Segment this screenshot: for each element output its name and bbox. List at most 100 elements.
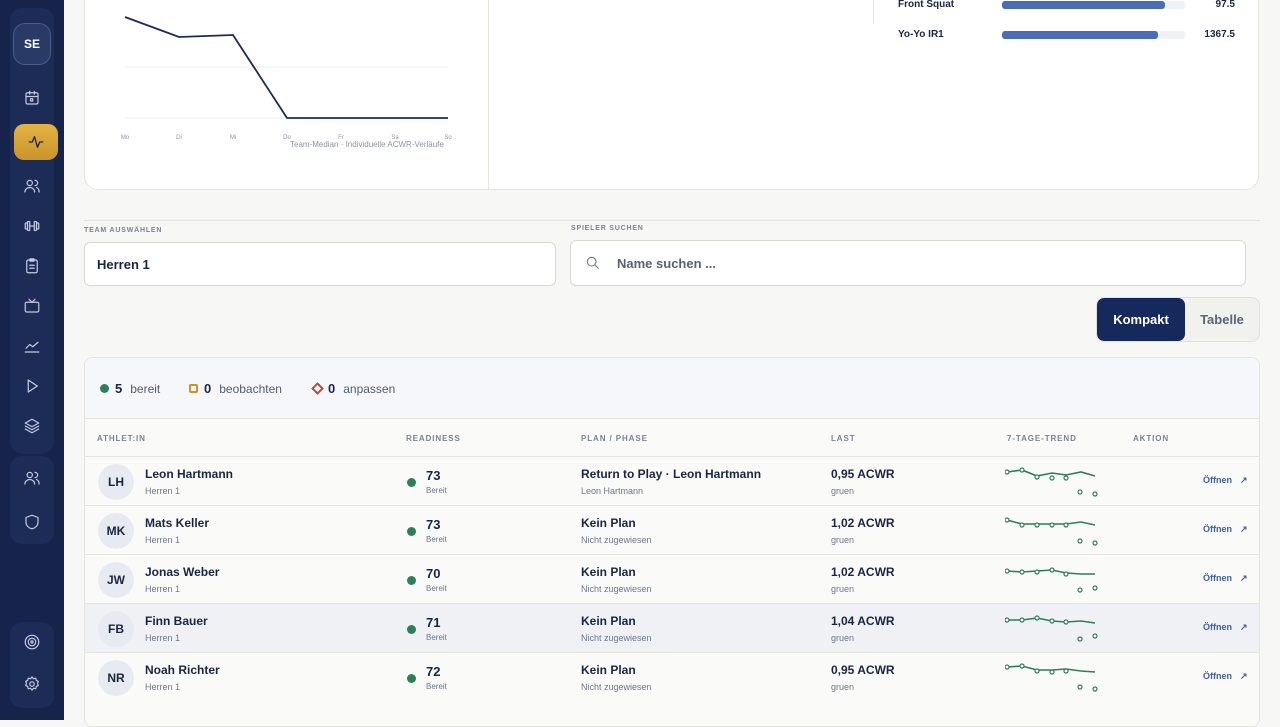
team-median-line [124,16,448,119]
trend-point [1077,587,1083,593]
trend-point [1092,491,1098,497]
card-divider [873,0,874,24]
athlete-avatar: MK [98,513,134,549]
clipboard-icon[interactable] [16,250,48,282]
athlete-name[interactable]: Jonas Weber [145,565,220,579]
ready-status-dot [100,384,109,393]
trend-sparkline [1005,615,1098,642]
athlete-name[interactable]: Leon Hartmann [145,467,234,481]
open-athlete-link[interactable]: Öffnen ↗ [1203,671,1248,682]
trend-point [1077,636,1083,642]
readiness-status-dot [407,625,416,634]
trend-point [1034,474,1040,480]
athlete-name[interactable]: Finn Bauer [145,614,208,628]
external-link-icon: ↗ [1240,524,1248,534]
compact-view-button[interactable]: Kompakt [1097,298,1185,341]
open-athlete-link[interactable]: Öffnen ↗ [1203,573,1248,584]
search-input[interactable] [617,255,1117,271]
table-row[interactable]: LH Leon Hartmann Herren 1 73 Bereit Retu… [85,456,1259,505]
column-header-action: AKTION [1133,434,1170,443]
trend-point [1005,517,1010,523]
activity-icon[interactable] [14,124,58,160]
adjust-count: 0 [328,381,336,396]
column-header-trend: 7-TAGE-TREND [1007,434,1077,443]
athlete-table: 5 bereit 0 beobachten 0 anpassen ATHLET:… [84,357,1260,727]
readiness-status: Bereit [426,633,447,642]
readiness-status-dot [407,527,416,536]
readiness-status: Bereit [426,486,447,495]
play-icon[interactable] [16,370,48,402]
team-select-label: TEAM AUSWÄHLEN [84,227,163,234]
trend-point [1077,684,1083,690]
athlete-team: Herren 1 [145,682,181,692]
settings-icon[interactable] [16,668,48,700]
sidebar-rail-bottom [10,622,54,708]
chart-line-icon[interactable] [16,330,48,362]
open-athlete-link[interactable]: Öffnen ↗ [1203,622,1248,633]
watch-status-icon [189,384,198,393]
load-status: gruen [831,486,855,496]
external-link-icon: ↗ [1240,622,1248,632]
load-status: gruen [831,584,855,594]
trend-point [1019,569,1025,575]
trend-point [1049,522,1055,528]
load-status: gruen [831,633,855,643]
x-tick-label: Mo [121,135,130,141]
trend-point [1019,522,1025,528]
acwr-chart: Mo Di Mi Do Fr Sa So [121,16,452,141]
ready-count: 5 [115,381,123,396]
athlete-name[interactable]: Mats Keller [145,516,210,530]
shield-icon[interactable] [16,506,48,538]
table-row[interactable]: JW Jonas Weber Herren 1 70 Bereit Kein P… [85,554,1259,603]
trend-point [1019,663,1025,669]
plan-phase: Nicht zugewiesen [581,535,652,545]
calendar-icon[interactable] [16,82,48,114]
dumbbell-icon[interactable] [16,210,48,242]
athlete-avatar: NR [98,660,134,696]
trend-point [1092,585,1098,591]
open-athlete-link[interactable]: Öffnen ↗ [1203,475,1248,486]
summary-ready: 5 bereit [100,381,160,396]
athlete-team: Herren 1 [145,486,181,496]
layers-icon[interactable] [16,410,48,442]
open-label: Öffnen [1203,573,1232,583]
metric-name: Front Squat [898,0,955,10]
x-tick-label: Sa [391,135,399,141]
readiness-value: 73 [426,517,441,532]
metric-value: 97.5 [1215,0,1235,10]
table-row[interactable]: FB Finn Bauer Herren 1 71 Bereit Kein Pl… [85,603,1259,652]
users-icon[interactable] [16,170,48,202]
table-row[interactable]: NR Noah Richter Herren 1 72 Bereit Kein … [85,652,1259,701]
trend-point [1092,686,1098,692]
player-search[interactable] [570,240,1246,286]
team-select[interactable]: Herren 1 [84,242,556,286]
metric-row: Front Squat 97.5 [898,0,1238,13]
watch-count: 0 [204,381,212,396]
trend-sparkline [1005,663,1098,692]
adjust-status-icon [311,382,324,395]
tv-icon[interactable] [16,290,48,322]
plan-phase: Nicht zugewiesen [581,682,652,692]
trend-point [1049,475,1055,481]
trend-point [1005,617,1010,623]
target-icon[interactable] [16,626,48,658]
column-header-athlete: ATHLET:IN [97,434,146,443]
open-athlete-link[interactable]: Öffnen ↗ [1203,524,1248,535]
table-view-button[interactable]: Tabelle [1200,312,1244,327]
trend-point [1063,522,1069,528]
load-value: 1,04 ACWR [831,614,895,628]
table-row[interactable]: MK Mats Keller Herren 1 73 Bereit Kein P… [85,505,1259,554]
watch-label: beobachten [219,381,282,396]
athlete-name[interactable]: Noah Richter [145,663,220,677]
trend-point [1077,538,1083,544]
trend-point [1034,615,1040,621]
trend-sparkline [1005,467,1098,497]
team-icon[interactable] [16,462,48,494]
trend-point [1092,540,1098,546]
plan-phase: Nicht zugewiesen [581,633,652,643]
summary-adjust: 0 anpassen [311,381,395,396]
search-label: SPIELER SUCHEN [571,225,644,232]
athlete-avatar: LH [98,464,134,500]
user-avatar[interactable]: SE [13,23,51,65]
load-status: gruen [831,682,855,692]
